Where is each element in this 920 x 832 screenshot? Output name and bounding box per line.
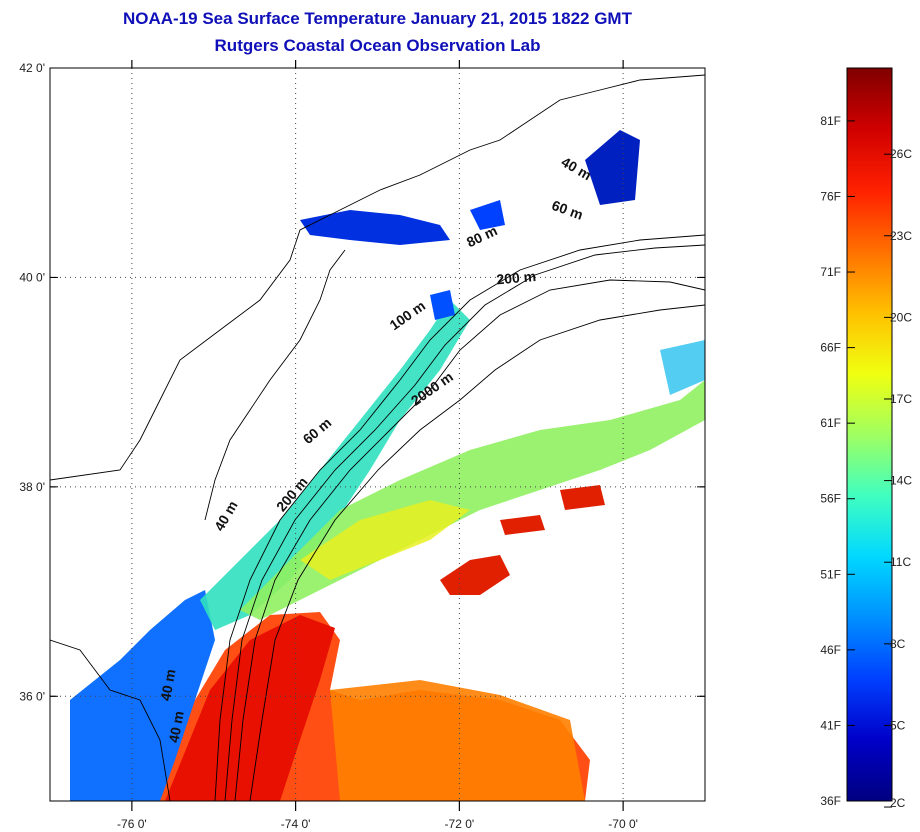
sst-data-layer xyxy=(70,130,705,801)
colorbar xyxy=(846,67,893,802)
colorbar-labels: 36F 41F 46F 51F 56F 61F 66F 71F 76F 81F 2C 5C 8C 11C 1… xyxy=(820,114,912,810)
contour-label: 40 m xyxy=(165,710,186,744)
sst-orange-band xyxy=(330,680,585,801)
lat-tick-label: 40 0' xyxy=(19,270,45,284)
lat-tick-label: 42 0' xyxy=(19,61,45,75)
axis-ticks: 36 0' 38 0' 40 0' 42 0' -76 0' -74 0' -72 0' -7… xyxy=(19,60,705,831)
lon-tick-label: -76 0' xyxy=(117,817,147,831)
colorbar-f-label: 46F xyxy=(820,643,841,657)
sst-blue-hudson xyxy=(430,290,455,320)
contour-60m xyxy=(224,244,705,801)
lon-tick-label: -70 0' xyxy=(608,817,638,831)
contour-2000m xyxy=(249,304,705,801)
colorbar-f-label: 36F xyxy=(820,794,841,808)
lat-tick-label: 36 0' xyxy=(19,689,45,703)
sst-cyan-east xyxy=(660,340,705,395)
coastline-layer xyxy=(50,74,705,801)
colorbar-c-label: 17C xyxy=(890,392,912,406)
lon-tick-label: -74 0' xyxy=(281,817,311,831)
colorbar-c-label: 5C xyxy=(890,718,906,732)
colorbar-f-label: 76F xyxy=(820,189,841,203)
sst-cyan-shelf xyxy=(200,300,470,630)
colorbar-c-label: 8C xyxy=(890,637,906,651)
map-subtitle: Rutgers Coastal Ocean Observation Lab xyxy=(214,36,541,55)
colorbar-f-label: 81F xyxy=(820,114,841,128)
contour-label: 40 m xyxy=(157,668,178,702)
colorbar-f-label: 51F xyxy=(820,567,841,581)
colorbar-c-label: 26C xyxy=(890,147,912,161)
contour-label: 60 m xyxy=(550,197,585,223)
colorbar-c-label: 11C xyxy=(890,555,911,569)
sst-red-core xyxy=(165,615,335,801)
colorbar-c-label: 23C xyxy=(890,229,912,243)
sst-blue-long-island xyxy=(300,210,450,245)
contour-200m xyxy=(234,279,705,801)
sst-yellow-patch xyxy=(300,500,470,580)
contour-label: 200 m xyxy=(496,268,537,287)
contour-label: 80 m xyxy=(464,222,500,250)
sst-cold-nearshore xyxy=(70,590,215,801)
sst-red-patches xyxy=(440,555,510,595)
colorbar-f-label: 56F xyxy=(820,492,841,506)
lon-tick-label: -72 0' xyxy=(445,817,475,831)
map-frame xyxy=(49,67,706,802)
map-title: NOAA-19 Sea Surface Temperature January … xyxy=(123,9,632,28)
contour-label: 40 m xyxy=(211,498,241,534)
colorbar-f-label: 61F xyxy=(820,416,841,430)
sst-blue-shelf-north xyxy=(470,200,505,230)
sst-blue-cape-cod xyxy=(585,130,640,205)
colorbar-c-label: 20C xyxy=(890,310,912,324)
contour-label: 60 m xyxy=(300,414,335,447)
contour-label: 100 m xyxy=(387,297,429,333)
colorbar-f-label: 66F xyxy=(820,341,841,355)
coastline-delmarva xyxy=(204,249,346,521)
colorbar-f-label: 41F xyxy=(820,718,841,732)
coastline-carolina xyxy=(50,639,171,801)
contour-40m xyxy=(214,234,705,801)
colorbar-c-label: 2C xyxy=(890,796,906,810)
sst-red-patch-2 xyxy=(500,515,545,535)
lat-tick-label: 38 0' xyxy=(19,480,45,494)
sst-red-patch-3 xyxy=(560,485,605,510)
colorbar-f-label: 71F xyxy=(820,265,841,279)
coastline xyxy=(50,74,705,481)
colorbar-c-label: 14C xyxy=(890,474,912,488)
